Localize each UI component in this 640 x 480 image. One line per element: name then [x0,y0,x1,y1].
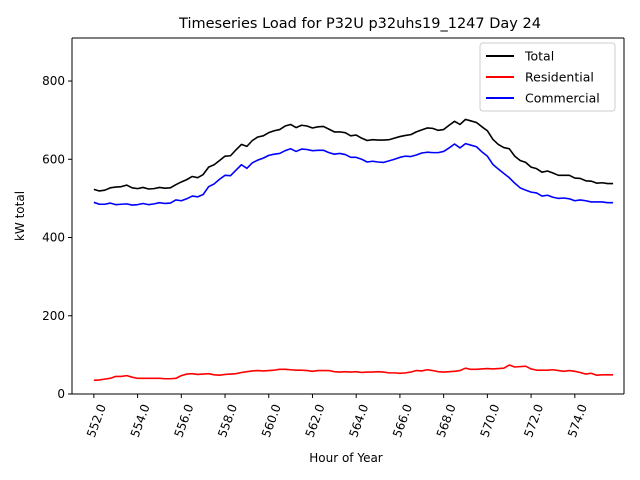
series-line-commercial [93,142,614,206]
legend-label-commercial: Commercial [525,91,600,106]
series-line-residential [93,364,614,382]
y-tick-label: 200 [42,309,65,323]
chart-title: Timeseries Load for P32U p32uhs19_1247 D… [178,16,541,32]
series-layer [93,118,614,382]
y-tick-label: 400 [42,231,65,245]
legend: Total Residential Commercial [479,42,616,112]
legend-label-residential: Residential [525,70,594,85]
legend-box [479,42,616,112]
y-ticks: 0 200 400 600 800 [42,74,72,401]
series-line-total [93,118,614,192]
y-tick-label: 0 [57,387,65,401]
y-axis-label: kW total [13,191,27,241]
y-tick-label: 600 [42,152,65,166]
axes-layer [71,37,625,395]
x-axis-label: Hour of Year [309,451,383,465]
legend-label-total: Total [524,49,554,64]
y-tick-label: 800 [42,74,65,88]
